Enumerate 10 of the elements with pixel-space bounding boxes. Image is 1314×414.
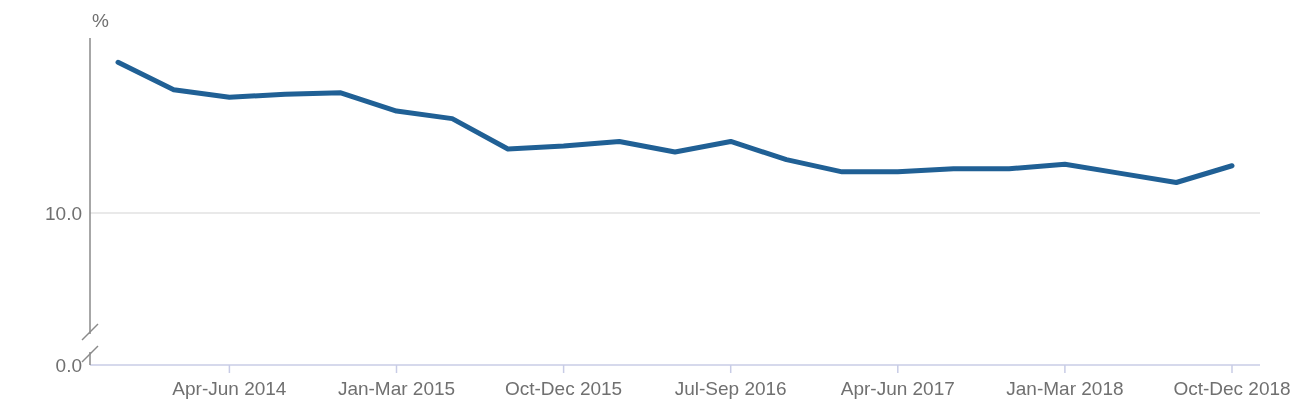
y-tick-label: 0.0 — [55, 354, 82, 376]
x-tick-label: Jan-Mar 2015 — [337, 378, 456, 399]
y-axis-title: % — [92, 10, 109, 32]
x-tick-label: Jan-Mar 2018 — [1006, 378, 1124, 399]
x-tick-label: Apr-Jun 2017 — [840, 378, 955, 399]
x-tick-label: Apr-Jun 2014 — [172, 378, 287, 399]
y-tick-label: 10.0 — [45, 202, 82, 224]
x-tick-label: Jul-Sep 2016 — [674, 378, 787, 399]
x-tick-label: Oct-Dec 2015 — [504, 378, 623, 399]
x-tick-label: Oct-Dec 2018 — [1173, 378, 1291, 399]
